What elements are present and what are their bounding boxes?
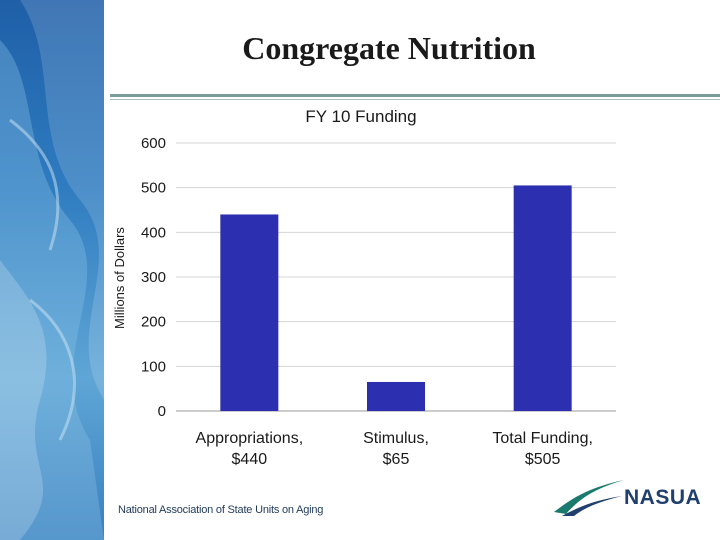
chart-title: FY 10 Funding <box>305 107 416 126</box>
title-divider <box>110 94 720 97</box>
x-tick-label: $65 <box>383 451 410 468</box>
bar <box>513 185 572 411</box>
title-divider-thin <box>110 99 720 100</box>
y-tick-label: 400 <box>141 224 166 241</box>
x-tick-label: Stimulus, <box>363 430 429 447</box>
footer-organization-name: National Association of State Units on A… <box>118 504 324 516</box>
y-tick-label: 100 <box>141 358 166 375</box>
funding-bar-chart: FY 10 Funding Millions of Dollars 0 100 20… <box>112 107 616 468</box>
wave-pattern <box>0 0 104 540</box>
bar <box>220 214 279 411</box>
x-tick-labels: Appropriations, $440 Stimulus, $65 Total Fun… <box>196 430 593 468</box>
y-tick-label: 300 <box>141 269 166 286</box>
nasua-swoosh-icon <box>554 480 624 516</box>
logo-wordmark: NASUA <box>624 486 702 509</box>
y-tick-label: 600 <box>141 135 166 152</box>
y-tick-label: 200 <box>141 314 166 331</box>
y-tick-label: 0 <box>158 403 166 420</box>
footer: National Association of State Units on A… <box>104 490 720 526</box>
decorative-sidebar <box>0 0 104 540</box>
x-tick-label: Appropriations, <box>196 430 304 447</box>
x-tick-label: $505 <box>525 451 561 468</box>
x-tick-label: Total Funding, <box>492 430 593 447</box>
slide-title: Congregate Nutrition <box>242 30 536 66</box>
x-tick-label: $440 <box>232 451 268 468</box>
bars <box>220 185 572 411</box>
bar <box>367 381 425 411</box>
y-tick-label: 500 <box>141 180 166 197</box>
y-tick-labels: 0 100 200 300 400 500 600 <box>141 135 166 420</box>
y-axis-label: Millions of Dollars <box>112 227 127 329</box>
